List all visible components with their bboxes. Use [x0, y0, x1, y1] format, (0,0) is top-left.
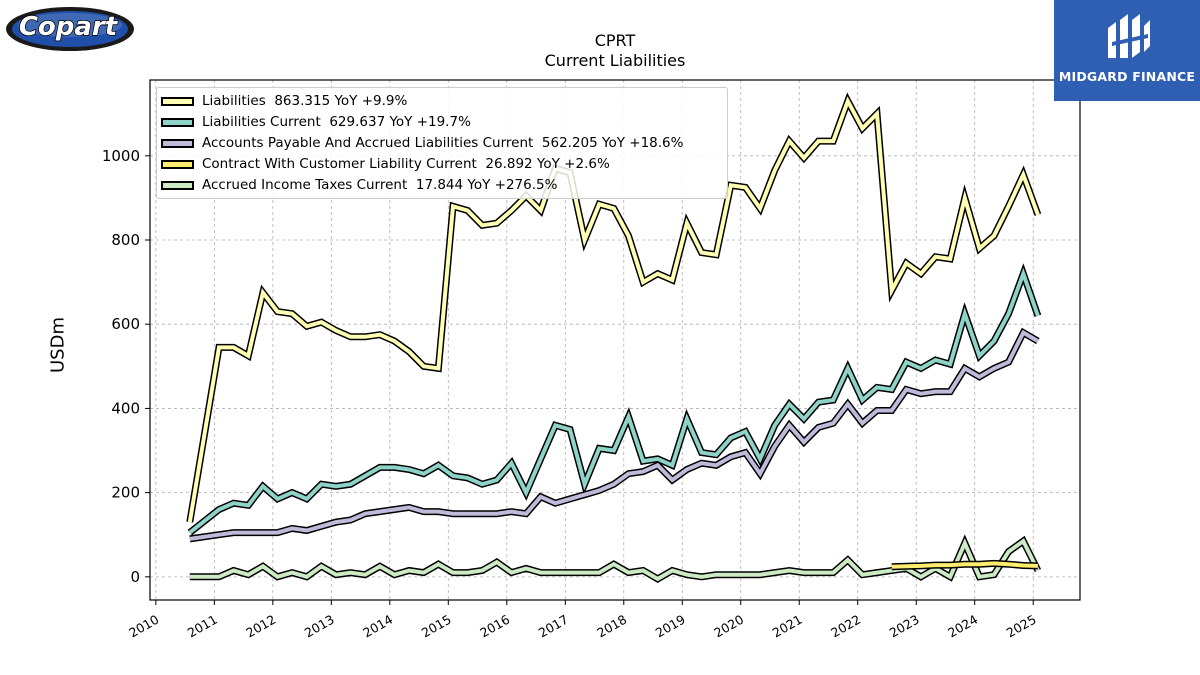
series-line-outline — [187, 263, 1042, 536]
y-axis-label: USDm — [47, 317, 69, 373]
y-tick-label: 800 — [111, 231, 140, 249]
midgard-finance-logo: MIDGARD FINANCE — [1054, 0, 1200, 101]
series-accounts-payable-and-accrued-liabilities-current — [189, 327, 1040, 543]
series-line — [891, 561, 1038, 569]
x-tick-label: 2015 — [419, 612, 454, 641]
legend-swatch — [161, 96, 194, 106]
series-line — [188, 267, 1040, 535]
x-tick-label: 2021 — [770, 612, 805, 641]
x-tick-label: 2013 — [302, 612, 337, 641]
series-lines — [186, 92, 1042, 583]
svg-text:Copart: Copart — [19, 12, 119, 42]
legend-item-accrued-income-taxes: Accrued Income Taxes Current 17.844 YoY … — [161, 175, 557, 195]
legend-swatch — [161, 159, 194, 169]
x-tick-label: 2024 — [945, 612, 980, 641]
midgard-emblem-icon — [1108, 14, 1150, 58]
x-tick-label: 2023 — [887, 612, 922, 641]
legend-swatch — [161, 180, 194, 190]
legend-item-liabilities-current: Liabilities Current 629.637 YoY +19.7% — [161, 112, 471, 132]
x-tick-label: 2025 — [1004, 612, 1039, 641]
legend-label: Accrued Income Taxes Current 17.844 YoY … — [202, 177, 558, 193]
x-tick-label: 2014 — [360, 612, 395, 641]
x-tick-label: 2011 — [185, 612, 220, 641]
legend-swatch — [161, 117, 194, 127]
x-tick-label: 2022 — [828, 612, 863, 641]
legend-label: Accounts Payable And Accrued Liabilities… — [202, 135, 684, 151]
chart-ticker: CPRT — [594, 31, 636, 50]
x-tick-label: 2012 — [243, 612, 278, 641]
legend-label: Contract With Customer Liability Current… — [202, 156, 610, 172]
legend-item-liabilities: Liabilities 863.315 YoY +9.9% — [161, 91, 407, 111]
series-liabilities-current — [187, 263, 1042, 536]
legend-item-contract-liability: Contract With Customer Liability Current… — [161, 154, 610, 174]
series-contract-with-customer-liability-current — [891, 559, 1038, 571]
x-tick-label: 2019 — [653, 612, 688, 641]
legend: Liabilities 863.315 YoY +9.9% Liabilitie… — [156, 87, 728, 199]
plot-frame — [149, 79, 1081, 601]
x-tick-label: 2018 — [594, 612, 629, 641]
series-liabilities — [186, 92, 1042, 523]
series-line — [189, 329, 1039, 541]
y-tick-label: 400 — [111, 399, 140, 417]
x-tick-label: 2017 — [536, 612, 571, 641]
x-tick-label: 2010 — [126, 612, 161, 641]
chart-title: Current Liabilities — [544, 51, 686, 70]
series-accrued-income-taxes-current — [189, 534, 1042, 583]
x-tick-label: 2016 — [477, 612, 512, 641]
copart-logo: Copart — [4, 4, 136, 54]
x-tick-label: 2020 — [711, 612, 746, 641]
y-tick-label: 200 — [111, 484, 140, 502]
y-tick-label: 0 — [130, 568, 140, 586]
legend-label: Liabilities Current 629.637 YoY +19.7% — [202, 114, 471, 130]
y-tick-label: 600 — [111, 315, 140, 333]
series-line — [187, 96, 1040, 523]
legend-label: Liabilities 863.315 YoY +9.9% — [202, 93, 408, 109]
legend-swatch — [161, 138, 194, 148]
y-tick-label: 1000 — [102, 147, 140, 165]
legend-item-accounts-payable: Accounts Payable And Accrued Liabilities… — [161, 133, 683, 153]
